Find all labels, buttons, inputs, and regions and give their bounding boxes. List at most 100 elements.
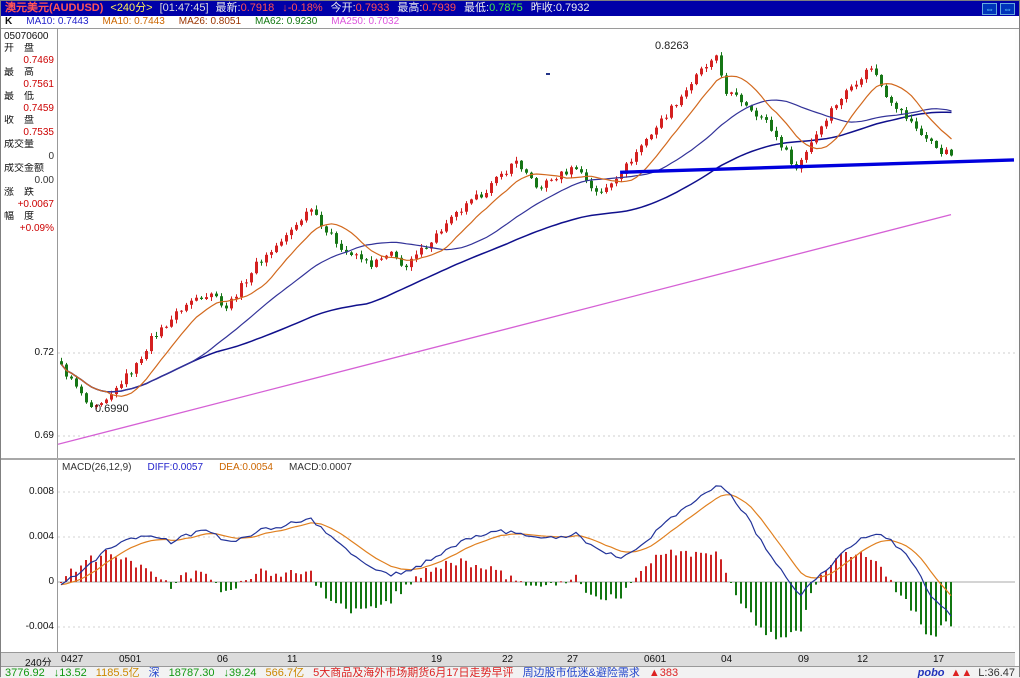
title-nav-buttons: ⇔ ⇔ xyxy=(982,2,1015,15)
field-label: 最 高 xyxy=(4,67,34,78)
ma-legend-item: MA62: 0.9230 xyxy=(255,16,318,27)
ma62-line xyxy=(60,111,952,393)
status-right: pobo ▲▲ L:36.47 xyxy=(918,667,1015,678)
price-annotation: 0.6990 xyxy=(95,403,129,415)
macd-legend-item: MACD:0.0007 xyxy=(289,462,352,473)
price-gridlines xyxy=(58,352,1015,437)
time-tick: 27 xyxy=(567,654,579,665)
time-tick: 04 xyxy=(721,654,733,665)
status-ticker-item: ▲▲ xyxy=(950,667,973,678)
macd-histogram xyxy=(60,549,952,640)
ma-legend-item: MA10: 0.7443 xyxy=(102,16,165,27)
ma250-line xyxy=(58,213,952,445)
status-bar: 3776.92 ↓13.52 1185.5亿深 18787.30 ↓39.24 566.7… xyxy=(1,666,1019,678)
field-label: 涨 跌 xyxy=(4,187,34,198)
macd-axis-label: 0.004 xyxy=(28,531,54,542)
macd-panel: 0.008 0.004 0 -0.004 MACD(26,12,9) DIFF:0.00… xyxy=(1,460,1015,652)
quote-strip: 最新:0.7918 ↓-0.18% 今开:0.7933 最高:0.7939 最低:0.7… xyxy=(216,1,590,16)
status-ticker-item: ↓13.52 xyxy=(53,667,87,678)
field-label: 收 盘 xyxy=(4,115,34,126)
status-ticker-item: 18787.30 xyxy=(168,667,215,678)
diff-line xyxy=(60,485,952,617)
ma-legend-item: MA250: 0.7032 xyxy=(331,16,400,27)
status-ticker-item: 3776.92 xyxy=(5,667,45,678)
field-value: 0.7459 xyxy=(23,103,54,114)
status-ticker-item: 566.7亿 xyxy=(265,667,305,678)
quote-item: 最新:0.7918 xyxy=(215,2,275,14)
field-value: 0 xyxy=(48,151,54,162)
macd-legend: MACD(26,12,9) DIFF:0.0057 DEA:0.0054 MACD:0… xyxy=(62,462,352,473)
axis-period-label: 240分 xyxy=(25,658,52,669)
indicator-row: K MA10: 0.7443 MA10: 0.7443 MA26: 0.8051 MA… xyxy=(1,16,1019,29)
price-axis-label: 0.69 xyxy=(34,430,54,441)
field-value: +0.0067 xyxy=(17,199,54,210)
field-label: 成交量 xyxy=(4,139,34,150)
ma-legend: MA10: 0.7443 MA10: 0.7443 MA26: 0.8051 MA62… xyxy=(26,16,399,28)
field-value: 0.00 xyxy=(34,175,54,186)
macd-legend-item: MACD(26,12,9) xyxy=(62,462,132,473)
field-value: 0.7535 xyxy=(23,127,54,138)
trendline[interactable] xyxy=(620,158,1015,174)
status-ticker-item: L:36.47 xyxy=(978,667,1015,678)
page-right-button[interactable]: ⇔ xyxy=(1000,2,1015,15)
price-axis-label: 0.72 xyxy=(34,346,54,358)
macd-axis-label: 0.008 xyxy=(28,486,54,497)
price-annotation: 0.8263 xyxy=(655,40,689,52)
macd-axis-label: 0 xyxy=(48,576,54,587)
chart-type-label: K xyxy=(5,16,13,27)
kline-chart[interactable]: 0.8263 0.6990 xyxy=(58,29,1015,460)
symbol-title: 澳元美元(AUDUSD) xyxy=(5,2,104,14)
quote-item: 最低:0.7875 xyxy=(464,2,523,14)
status-ticker-item: 周边股市低迷&避险需求 xyxy=(522,667,640,678)
sidebar-fields: 开 盘 0.7469 最 高 0.7561 最 低 0.7459 收 盘 0.7535 成交量 0… xyxy=(1,43,57,235)
field-label: 幅 度 xyxy=(4,211,34,222)
field-value: 0.7469 xyxy=(23,55,54,66)
time-tick: 09 xyxy=(798,654,810,665)
macd-gridlines xyxy=(58,491,1015,628)
period-label: <240分> xyxy=(110,2,153,14)
ma10-line xyxy=(61,75,952,397)
time-tick: 12 xyxy=(857,654,869,665)
ma-legend-item: MA26: 0.8051 xyxy=(178,16,242,27)
field-value: 0.7561 xyxy=(23,79,54,90)
quote-item: 昨收:0.7932 xyxy=(530,2,590,14)
status-ticker-item: 1185.5亿 xyxy=(95,667,140,678)
status-ticker-item: ▲383 xyxy=(648,667,679,678)
field-label: 开 盘 xyxy=(4,43,34,54)
cursor-mark xyxy=(546,73,550,75)
candles-group xyxy=(60,52,953,410)
title-bar: 澳元美元(AUDUSD) <240分> [01:47:45] 最新:0.7918… xyxy=(1,1,1019,16)
quote-item: 最高:0.7939 xyxy=(397,2,457,14)
time-tick: 0427 xyxy=(61,654,84,665)
macd-axis-label: -0.004 xyxy=(25,621,54,632)
status-ticker-item: 5大商品及海外市场期货6月17日走势早评 xyxy=(313,667,514,678)
quote-item: ↓-0.18% xyxy=(282,2,323,14)
bar-datetime: 05070600 xyxy=(4,31,49,42)
macd-sidebar: 0.008 0.004 0 -0.004 xyxy=(1,460,58,652)
time-axis: 240分 0427 0501 06 11 19 22 27 0601 04 09 12 17 xyxy=(1,652,1015,669)
pobo-logo: pobo xyxy=(917,667,945,678)
time-tick: 19 xyxy=(431,654,443,665)
ma26-line xyxy=(61,99,952,393)
dea-line xyxy=(60,494,952,596)
quote-time: [01:47:45] xyxy=(159,2,209,14)
time-tick: 0501 xyxy=(119,654,142,665)
status-ticker-item: 深 xyxy=(148,667,160,678)
quote-item: 今开:0.7933 xyxy=(330,2,390,14)
time-tick: 17 xyxy=(933,654,945,665)
time-tick: 22 xyxy=(502,654,514,665)
time-tick: 06 xyxy=(217,654,229,665)
field-value: +0.09% xyxy=(19,223,54,234)
ma-legend-item: MA10: 0.7443 xyxy=(26,16,89,27)
macd-chart[interactable] xyxy=(58,460,1015,652)
macd-legend-item: DIFF:0.0057 xyxy=(147,462,204,473)
page-left-button[interactable]: ⇔ xyxy=(982,2,997,15)
panel-splitter[interactable] xyxy=(1,458,1015,460)
field-label: 成交金额 xyxy=(4,163,44,174)
status-ticker-item: ↓39.24 xyxy=(223,667,257,678)
field-label: 最 低 xyxy=(4,91,34,102)
status-left: 3776.92 ↓13.52 1185.5亿深 18787.30 ↓39.24 566.7… xyxy=(5,667,678,678)
